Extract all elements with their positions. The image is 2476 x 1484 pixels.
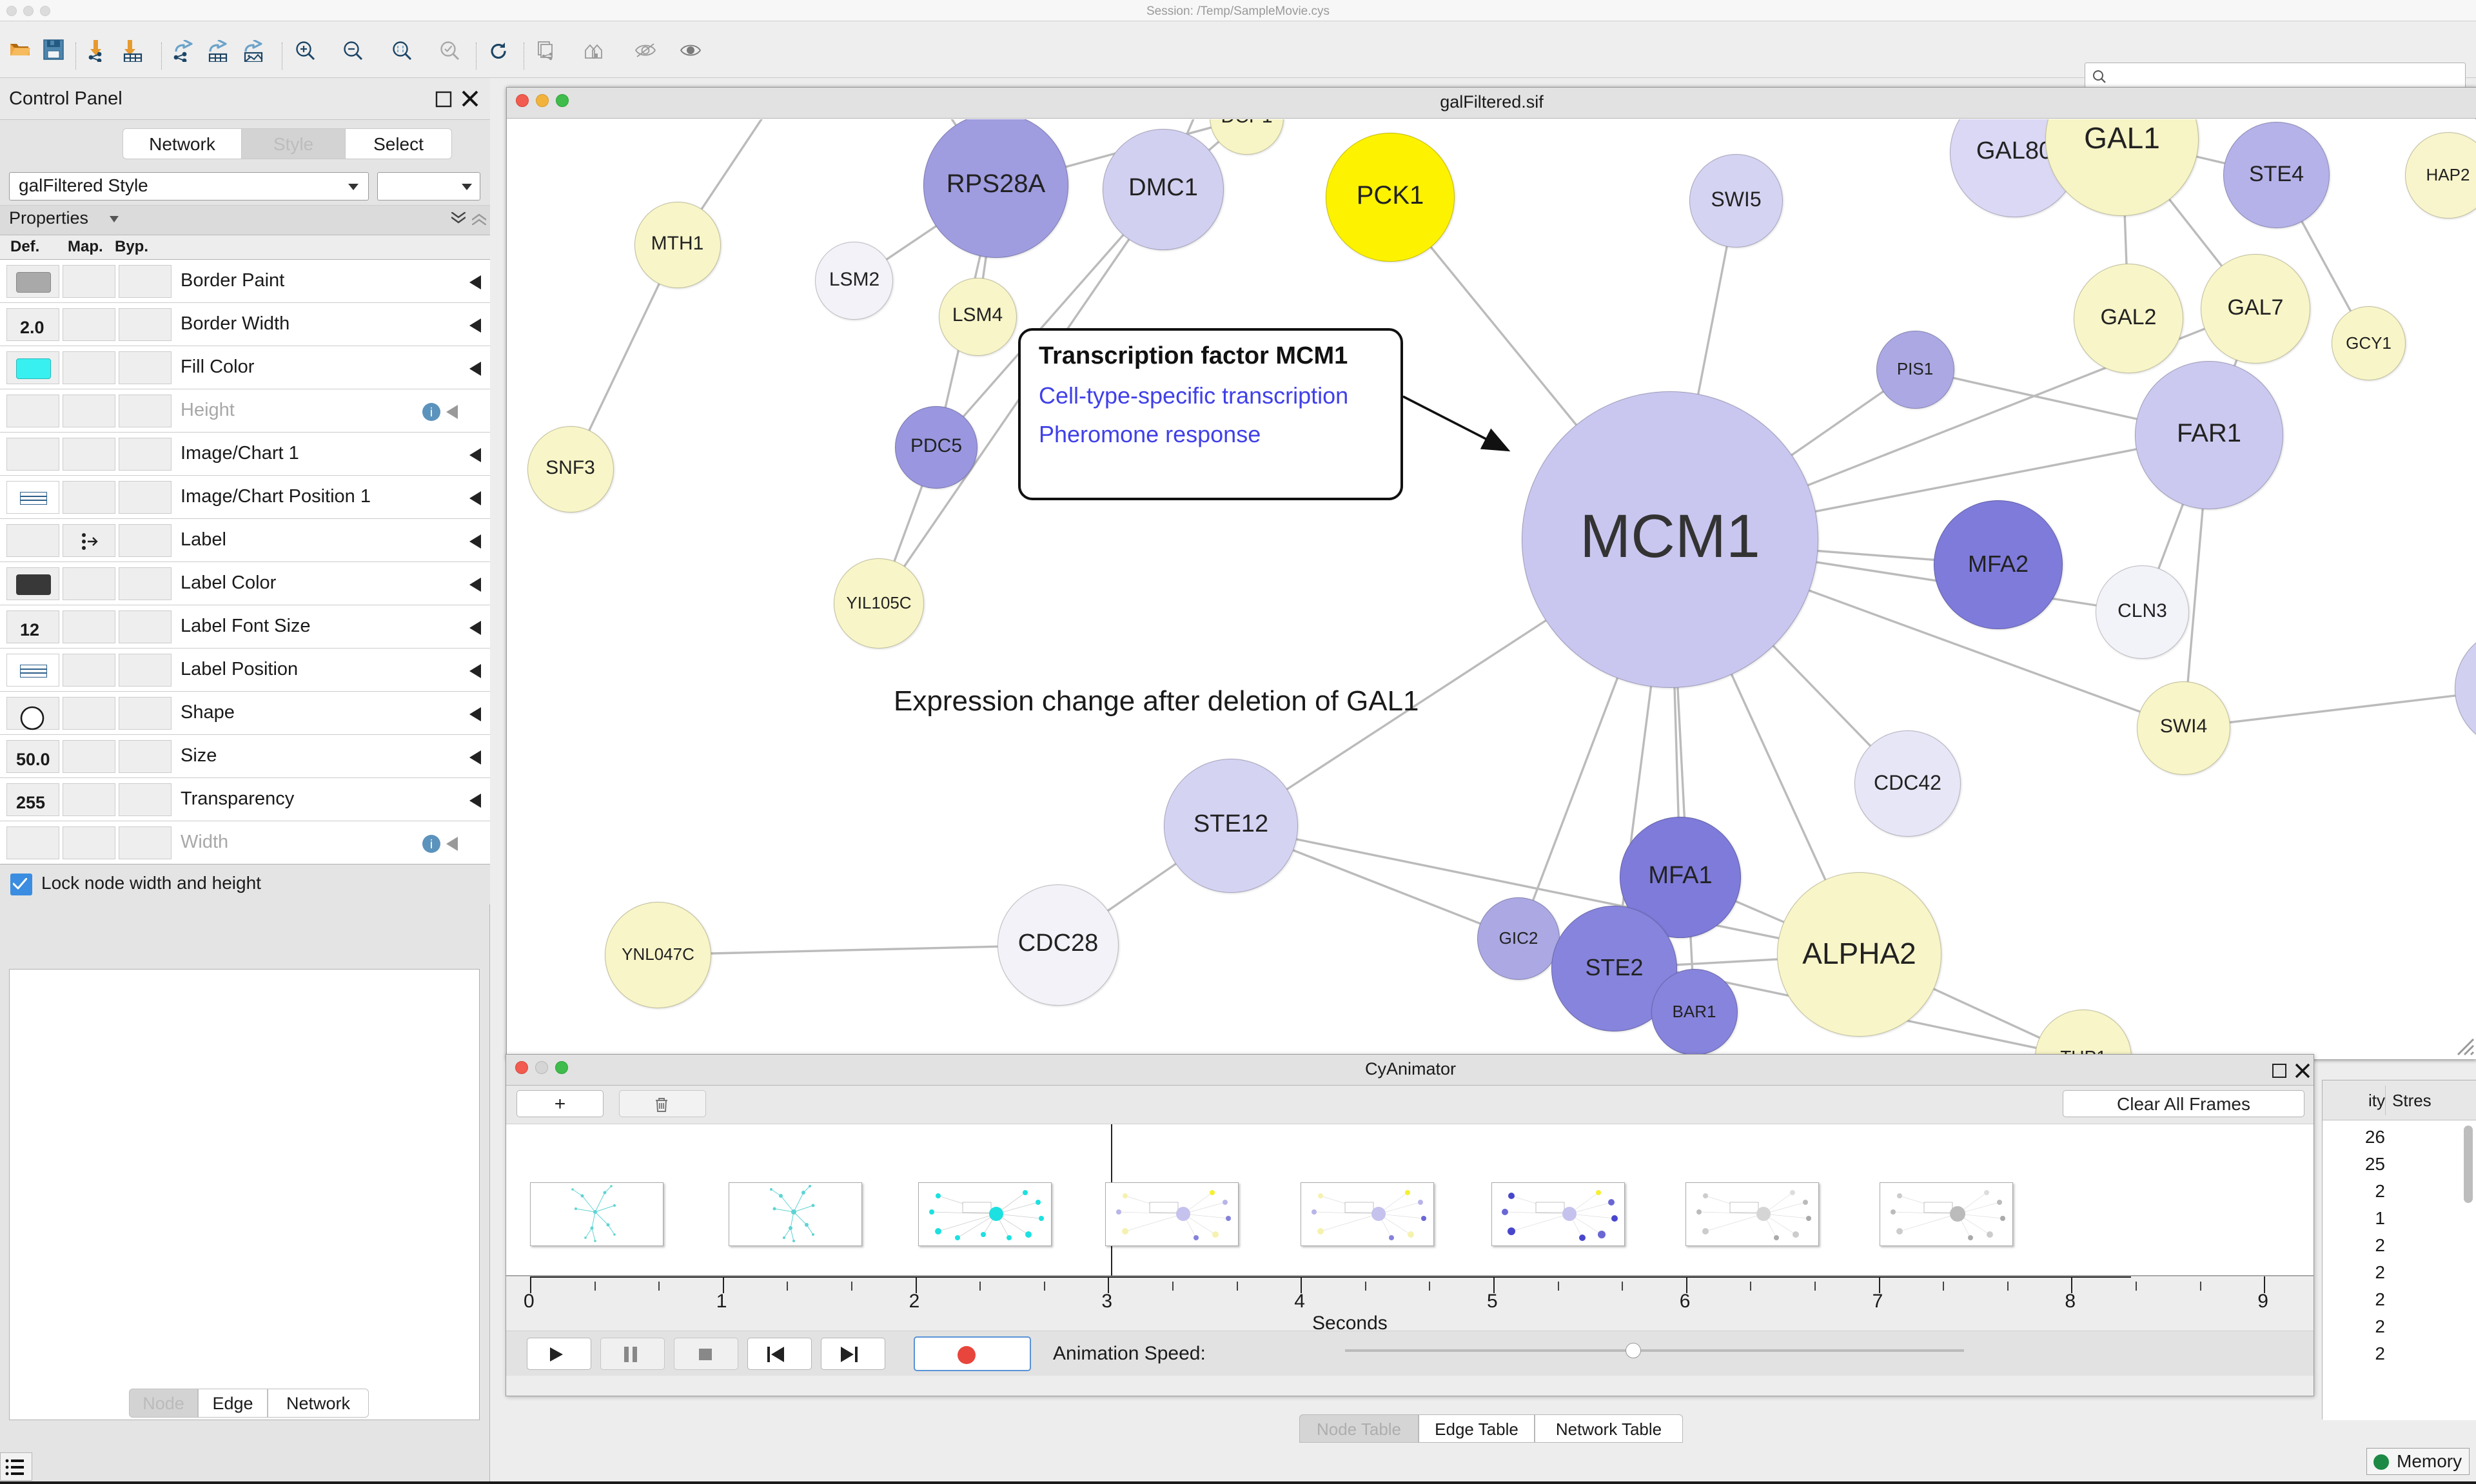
svg-text:i: i [430,838,433,852]
svg-text:i: i [430,406,433,420]
